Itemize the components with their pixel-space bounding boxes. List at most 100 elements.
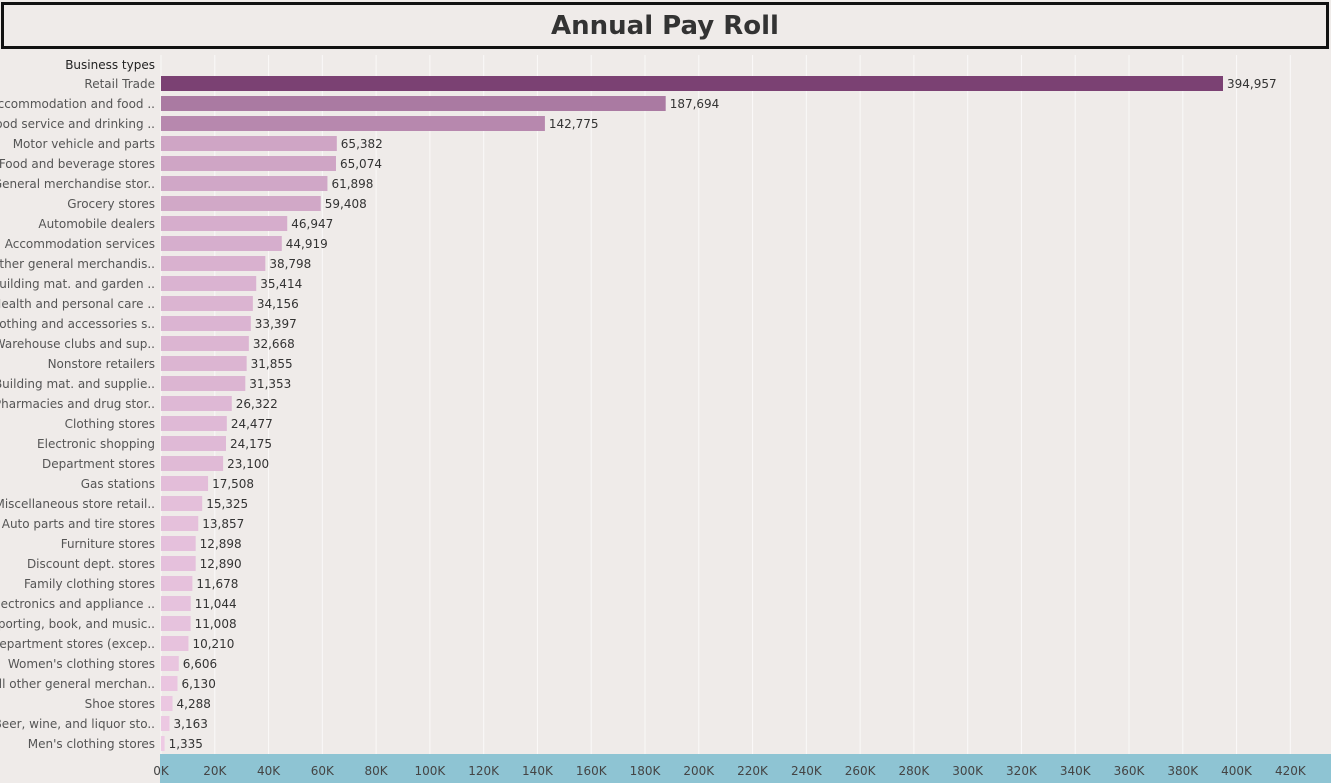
category-label: Clothing stores <box>65 417 155 431</box>
category-label: Clothing and accessories s.. <box>0 317 155 331</box>
category-label: All other general merchan.. <box>0 677 155 691</box>
x-axis-band <box>160 754 1331 783</box>
x-tick-label: 60K <box>311 764 335 778</box>
x-tick-label: 400K <box>1221 764 1253 778</box>
category-label: Family clothing stores <box>24 577 155 591</box>
x-tick-label: 120K <box>468 764 500 778</box>
x-tick-label: 220K <box>737 764 769 778</box>
bar <box>161 136 337 151</box>
data-label: 26,322 <box>236 397 278 411</box>
category-label: Retail Trade <box>84 77 155 91</box>
x-tick-label: 260K <box>845 764 877 778</box>
data-label: 394,957 <box>1227 77 1277 91</box>
bar <box>161 416 227 431</box>
data-label: 11,678 <box>196 577 238 591</box>
x-tick-label: 200K <box>683 764 715 778</box>
category-label: Other general merchandis.. <box>0 257 155 271</box>
x-tick-label: 140K <box>522 764 554 778</box>
data-label: 1,335 <box>169 737 203 751</box>
bar <box>161 556 196 571</box>
data-label: 32,668 <box>253 337 295 351</box>
x-tick-label: 380K <box>1167 764 1199 778</box>
bar <box>161 196 321 211</box>
data-label: 142,775 <box>549 117 599 131</box>
x-tick-label: 340K <box>1060 764 1092 778</box>
category-label: Accommodation services <box>5 237 155 251</box>
data-label: 61,898 <box>331 177 373 191</box>
bar <box>161 216 288 231</box>
x-tick-label: 20K <box>203 764 227 778</box>
category-label: Beer, wine, and liquor sto.. <box>0 717 155 731</box>
x-tick-label: 420K <box>1275 764 1307 778</box>
x-tick-label: 100K <box>414 764 446 778</box>
category-label: Men's clothing stores <box>28 737 155 751</box>
data-label: 12,890 <box>200 557 242 571</box>
category-label: Motor vehicle and parts <box>13 137 155 151</box>
bar <box>161 336 249 351</box>
bar <box>161 116 545 131</box>
data-label: 46,947 <box>291 217 333 231</box>
bar <box>161 676 178 691</box>
data-label: 38,798 <box>269 257 311 271</box>
bar <box>161 696 173 711</box>
data-label: 31,353 <box>249 377 291 391</box>
data-label: 33,397 <box>255 317 297 331</box>
bar <box>161 456 224 471</box>
chart-title-box: Annual Pay Roll <box>1 2 1329 49</box>
data-label: 59,408 <box>325 197 367 211</box>
bar <box>161 256 266 271</box>
bar <box>161 376 246 391</box>
category-label: Building mat. and supplie.. <box>0 377 155 391</box>
category-label: Department stores (excep.. <box>0 637 155 651</box>
bar <box>161 96 666 111</box>
bar <box>161 396 232 411</box>
category-label: Sporting, book, and music.. <box>0 617 155 631</box>
x-tick-label: 0K <box>153 764 170 778</box>
x-tick-label: 160K <box>576 764 608 778</box>
data-label: 6,606 <box>183 657 217 671</box>
data-label: 24,175 <box>230 437 272 451</box>
category-label: Pharmacies and drug stor.. <box>0 397 155 411</box>
data-label: 13,857 <box>202 517 244 531</box>
x-tick-label: 40K <box>257 764 281 778</box>
bar <box>161 516 199 531</box>
data-label: 17,508 <box>212 477 254 491</box>
x-tick-label: 360K <box>1114 764 1146 778</box>
category-label: Building mat. and garden .. <box>0 277 155 291</box>
x-tick-label: 180K <box>630 764 662 778</box>
x-tick-label: 240K <box>791 764 823 778</box>
bar <box>161 536 196 551</box>
bar <box>161 276 257 291</box>
category-label: Shoe stores <box>85 697 155 711</box>
category-label: Automobile dealers <box>38 217 155 231</box>
category-label: Department stores <box>42 457 155 471</box>
bar <box>161 656 179 671</box>
x-tick-label: 300K <box>952 764 984 778</box>
chart-title: Annual Pay Roll <box>551 10 779 41</box>
bar <box>161 716 170 731</box>
category-label: Accommodation and food .. <box>0 97 155 111</box>
bar <box>161 296 253 311</box>
category-label: Food service and drinking .. <box>0 117 155 131</box>
data-label: 34,156 <box>257 297 299 311</box>
category-label: Miscellaneous store retail.. <box>0 497 155 511</box>
data-label: 10,210 <box>192 637 234 651</box>
bar <box>161 596 191 611</box>
bar <box>161 636 189 651</box>
category-label: Electronics and appliance .. <box>0 597 155 611</box>
bar <box>161 436 227 451</box>
category-label: Gas stations <box>81 477 155 491</box>
category-label: Nonstore retailers <box>48 357 155 371</box>
data-label: 35,414 <box>260 277 302 291</box>
data-label: 3,163 <box>174 717 208 731</box>
x-tick-label: 280K <box>899 764 931 778</box>
data-label: 65,382 <box>341 137 383 151</box>
data-label: 6,130 <box>181 677 215 691</box>
category-label: Grocery stores <box>67 197 155 211</box>
bar <box>161 616 191 631</box>
category-label: Warehouse clubs and sup.. <box>0 337 155 351</box>
bar <box>161 496 203 511</box>
y-axis-title: Business types <box>65 58 155 72</box>
x-tick-label: 80K <box>365 764 389 778</box>
